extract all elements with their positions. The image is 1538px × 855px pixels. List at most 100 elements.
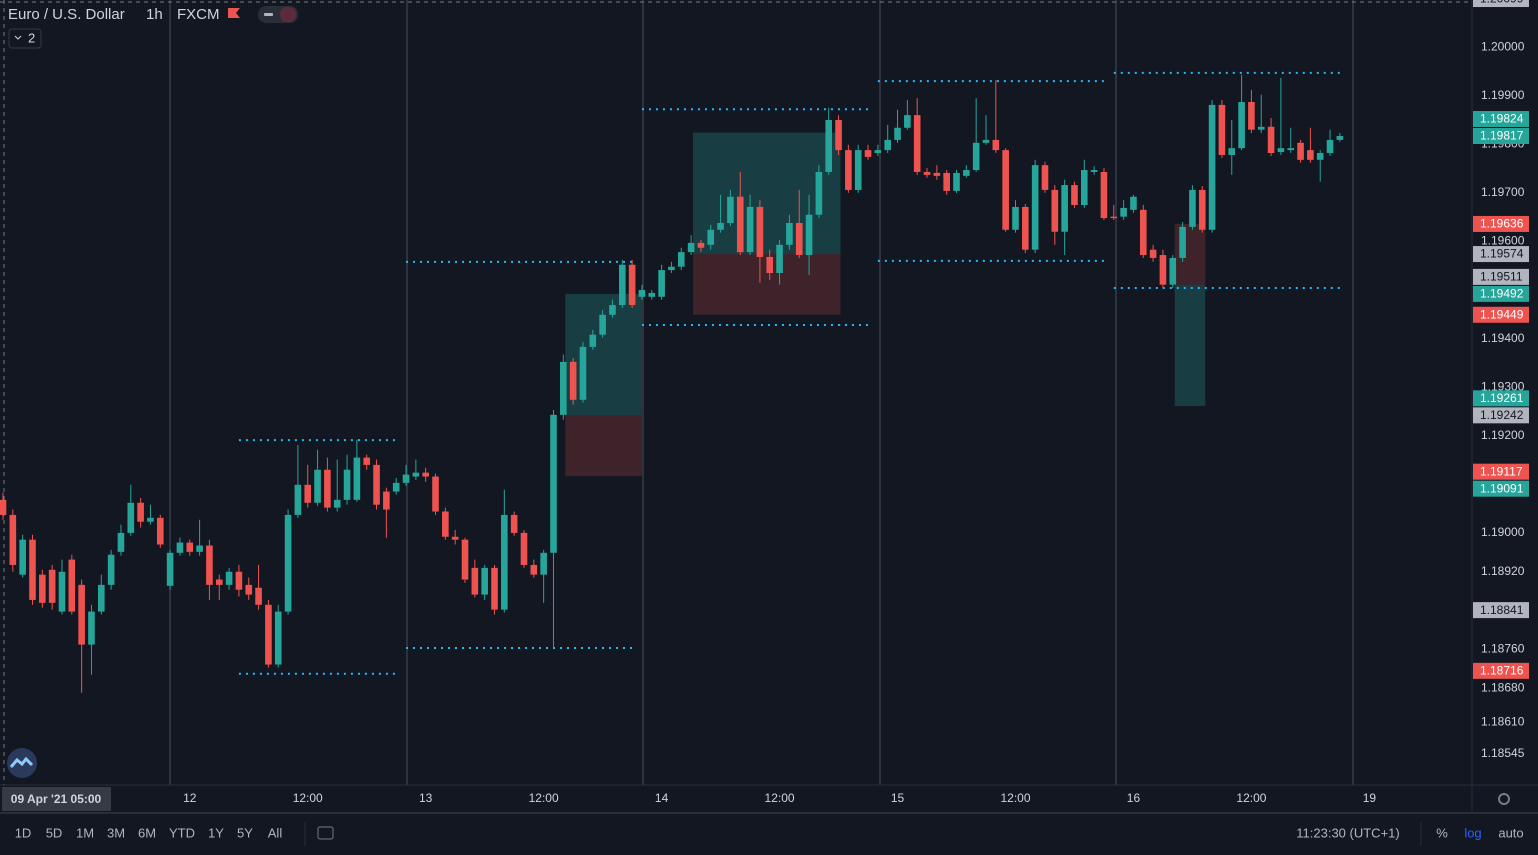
candle-body [471,567,479,595]
axis-option[interactable]: auto [1498,825,1523,840]
price-label-box [1473,463,1529,480]
logo-mark [9,756,34,768]
x-tick-label: 14 [655,791,669,805]
price-label: 1.20099 [1480,0,1524,6]
candle-body [963,170,970,176]
candle-body [19,539,26,575]
candle-body [1081,170,1088,205]
candle-body [48,569,56,603]
candle-body [491,567,498,610]
x-tick-label: 19 [1363,791,1377,805]
candle-body [913,115,921,172]
range-button[interactable]: 1D [15,825,32,840]
indicator-toggle[interactable] [8,28,42,49]
candle-body [776,244,783,274]
candle-body [1051,189,1059,232]
price-label: 1.19511 [1480,270,1523,284]
candle-body [992,139,1000,151]
symbol: Euro / U.S. Dollar [8,6,125,23]
candle-body [353,457,361,500]
price-label: 1.19261 [1480,391,1524,405]
price-label-box [1473,602,1529,619]
indicator-count: 2 [28,30,35,45]
candle-body [245,584,253,595]
candle-body [864,150,872,157]
candle-body [176,542,184,553]
candle-body [156,517,164,545]
interval: 1h [146,6,163,23]
candle-body [0,499,7,515]
candle-body [1061,185,1068,232]
candle-body [1257,126,1265,130]
candle-body [196,545,203,552]
candle-body [1090,170,1098,172]
candle-body [333,499,341,508]
range-button[interactable]: All [268,825,283,840]
candle-body [1267,126,1275,154]
candle-body [88,611,95,645]
candle-body [982,139,990,143]
candle-body [1277,148,1285,153]
candle-body [510,514,518,533]
candle-body [412,472,420,477]
candle-body [186,542,194,552]
candle-body [805,214,813,256]
goto-date-icon[interactable] [317,826,334,840]
range-button[interactable]: 1M [76,825,94,840]
range-button[interactable]: 5D [46,825,63,840]
price-label-box [1473,215,1529,232]
candle-body [1120,207,1127,217]
candle-body [225,571,233,585]
candle-body [117,532,125,552]
axis-option[interactable]: % [1436,825,1448,840]
price-label-box [1473,480,1529,497]
candle-body [1326,139,1334,154]
candle-body [481,567,488,595]
candle-body [98,584,105,612]
candle-body [727,196,734,223]
candle-body [255,587,262,605]
range-button[interactable]: 6M [138,825,156,840]
candle-body [736,196,744,253]
candle-body [1297,142,1304,160]
y-tick-label: 1.19400 [1481,331,1525,345]
y-tick-label: 1.19700 [1481,185,1525,199]
x-tick-label: 13 [419,791,433,805]
market-flag [228,8,240,18]
range-button[interactable]: 3M [107,825,125,840]
candle-body [628,264,636,306]
candle-body [451,536,459,540]
candle-body [304,484,312,503]
candle-body [618,264,626,306]
price-label: 1.19117 [1480,464,1523,478]
candle-body [1248,102,1255,130]
price-label-box [1473,407,1529,424]
candle-body [1110,216,1118,219]
crosshair-time-box [2,787,111,811]
source: FXCM [177,6,220,23]
settings-icon[interactable] [1498,793,1510,805]
range-button[interactable]: 1Y [208,825,224,840]
price-label: 1.19817 [1480,129,1524,143]
chevron [14,35,22,40]
axis-option[interactable]: log [1464,825,1481,840]
x-tick-label: 12:00 [1000,791,1030,805]
candle-body [795,222,803,256]
candle-body [284,514,292,612]
candle-body [324,469,331,508]
status-dot [264,13,273,16]
range-button[interactable]: YTD [169,825,195,840]
candle-body [78,584,85,645]
candle-body [1208,104,1216,230]
range-button[interactable]: 5Y [237,825,253,840]
candle-body [392,482,400,492]
y-tick-label: 1.19300 [1481,379,1525,393]
price-label: 1.18841 [1480,603,1524,617]
candle-body [9,514,17,565]
price-label: 1.19574 [1480,247,1524,261]
x-tick-label: 15 [891,791,905,805]
candle-body [550,414,557,553]
candle-body [127,502,135,533]
candle-body [1287,148,1295,151]
position-target-zone [565,293,642,416]
